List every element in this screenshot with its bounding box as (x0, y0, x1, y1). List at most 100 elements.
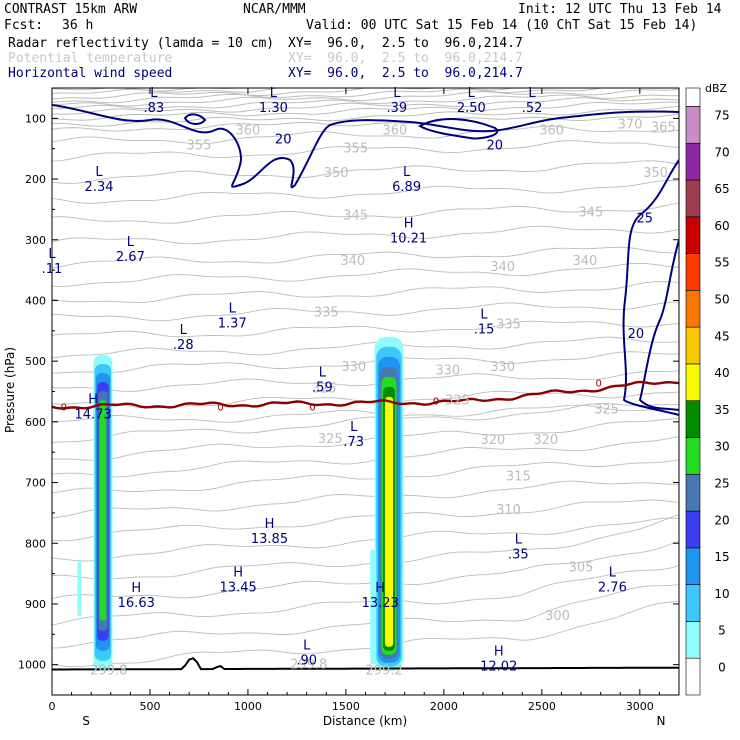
extremum-value: 6.89 (392, 180, 421, 195)
x-end-label-south: S (82, 714, 90, 728)
colorbar-swatch (685, 289, 701, 328)
theta-label: 345 (578, 205, 603, 220)
y-tick-label: 500 (25, 355, 46, 368)
y-tick-label: 900 (25, 598, 46, 611)
colorbar-swatch (685, 216, 701, 254)
extremum-marker: H (404, 217, 414, 232)
colorbar-swatch (685, 510, 701, 549)
theta-label: 300 (545, 609, 570, 624)
theta-contour (52, 584, 679, 649)
colorbar-level-label: 45 (714, 329, 729, 343)
extremum-value: 1.30 (259, 101, 288, 116)
colorbar-swatch (685, 253, 701, 291)
theta-contour (52, 540, 679, 600)
theta-label: 340 (490, 260, 515, 275)
theta-contour (52, 459, 679, 494)
extremum-value: .73 (343, 435, 364, 450)
theta-contour (52, 336, 679, 359)
theta-label: 355 (187, 139, 212, 154)
theta-label: 350 (324, 166, 349, 181)
extremum-value: 2.34 (85, 180, 114, 195)
extremum-marker: L (515, 532, 523, 547)
theta-label: 299.8 (290, 658, 327, 673)
theta-contour (52, 246, 679, 269)
theta-label: 340 (573, 254, 598, 269)
theta-label: 325 (594, 403, 619, 418)
theta-label: 320 (480, 433, 505, 448)
colorbar-level-label: 70 (714, 145, 729, 159)
wind-contour (638, 239, 679, 411)
theta-contours (52, 88, 679, 668)
field-wind-name: Horizontal wind speed (8, 66, 173, 81)
theta-contour (52, 97, 679, 115)
wind-label: 25 (636, 212, 653, 227)
theta-contour (52, 180, 679, 204)
y-tick-label: 300 (25, 234, 46, 247)
extremum-marker: H (88, 393, 98, 408)
extremum-value: 14.73 (75, 408, 112, 423)
theta-label: 360 (382, 123, 407, 138)
theta-contour (52, 499, 679, 542)
zero-label: 0 (433, 397, 439, 408)
theta-label: 325 (318, 432, 343, 447)
y-tick-label: 600 (25, 416, 46, 429)
theta-label: 340 (340, 254, 365, 269)
contour-labels: 360 360 370 365 360 355 355 350 350 345 345 340 340 3… (42, 86, 676, 679)
theta-label: 355 (343, 142, 368, 157)
colorbar-level-label: 55 (714, 256, 729, 270)
extremum-value: .83 (144, 101, 165, 116)
colorbar-swatch (685, 400, 701, 438)
theta-contour (52, 403, 679, 443)
extremum-marker: L (609, 566, 617, 581)
zero-label: 0 (217, 403, 223, 414)
extremum-value: 10.21 (390, 232, 427, 247)
y-tick-label: 1000 (18, 659, 46, 672)
x-tick-label: 500 (139, 700, 160, 713)
colorbar-level-label: 35 (714, 403, 729, 417)
colorbar-unit: dBZ (705, 82, 728, 95)
theta-contour (52, 301, 679, 322)
theta-contour (52, 88, 679, 107)
theta-contour (52, 514, 679, 580)
extremum-value: 2.76 (598, 581, 627, 596)
colorbar-level-label: 20 (714, 513, 729, 527)
extremum-value: .15 (474, 323, 495, 338)
theta-contour (52, 160, 679, 184)
theta-contour (52, 140, 679, 162)
theta-contour (52, 88, 605, 104)
colorbar-level-label: 75 (714, 109, 729, 123)
theta-label: 345 (343, 208, 368, 223)
x-tick-label: 2500 (528, 700, 556, 713)
extremum-marker: L (403, 165, 411, 180)
theta-label: 315 (506, 469, 531, 484)
theta-label: 299.8 (90, 664, 127, 679)
x-tick-label: 2000 (430, 700, 458, 713)
theta-label: 350 (643, 166, 668, 181)
extremum-value: .52 (522, 101, 543, 116)
wind-contour (52, 104, 679, 189)
colorbar-swatch (685, 473, 701, 512)
extremum-value: 1.37 (218, 317, 247, 332)
y-tick-label: 100 (25, 112, 46, 125)
wind-label: 20 (487, 139, 504, 154)
theta-label: 360 (236, 123, 261, 138)
field-reflectivity-xy: XY= 96.0, 2.5 to 96.0,214.7 (288, 36, 523, 51)
extremum-marker: L (150, 86, 158, 101)
extremum-marker: H (375, 581, 385, 596)
theta-contour (52, 436, 679, 478)
wind-label: 20 (628, 327, 645, 342)
theta-contour (52, 480, 679, 519)
colorbar-level-label: 65 (714, 182, 729, 196)
colorbar-level-label: 5 (718, 624, 726, 638)
colorbar: dBZ 0 5 10 15 20 25 30 35 40 45 50 55 60 65 70 75 (685, 82, 730, 696)
theta-label: 305 (569, 561, 594, 576)
colorbar-swatch (685, 437, 701, 475)
theta-label: 325 (312, 381, 337, 396)
field-wind-xy: XY= 96.0, 2.5 to 96.0,214.7 (288, 66, 523, 81)
extremum-value: 13.23 (362, 596, 399, 611)
extremum-value: .39 (387, 101, 408, 116)
extremum-value: 16.63 (118, 596, 155, 611)
extremum-value: 13.85 (251, 532, 288, 547)
x-axis-label: Distance (km) (323, 714, 407, 728)
